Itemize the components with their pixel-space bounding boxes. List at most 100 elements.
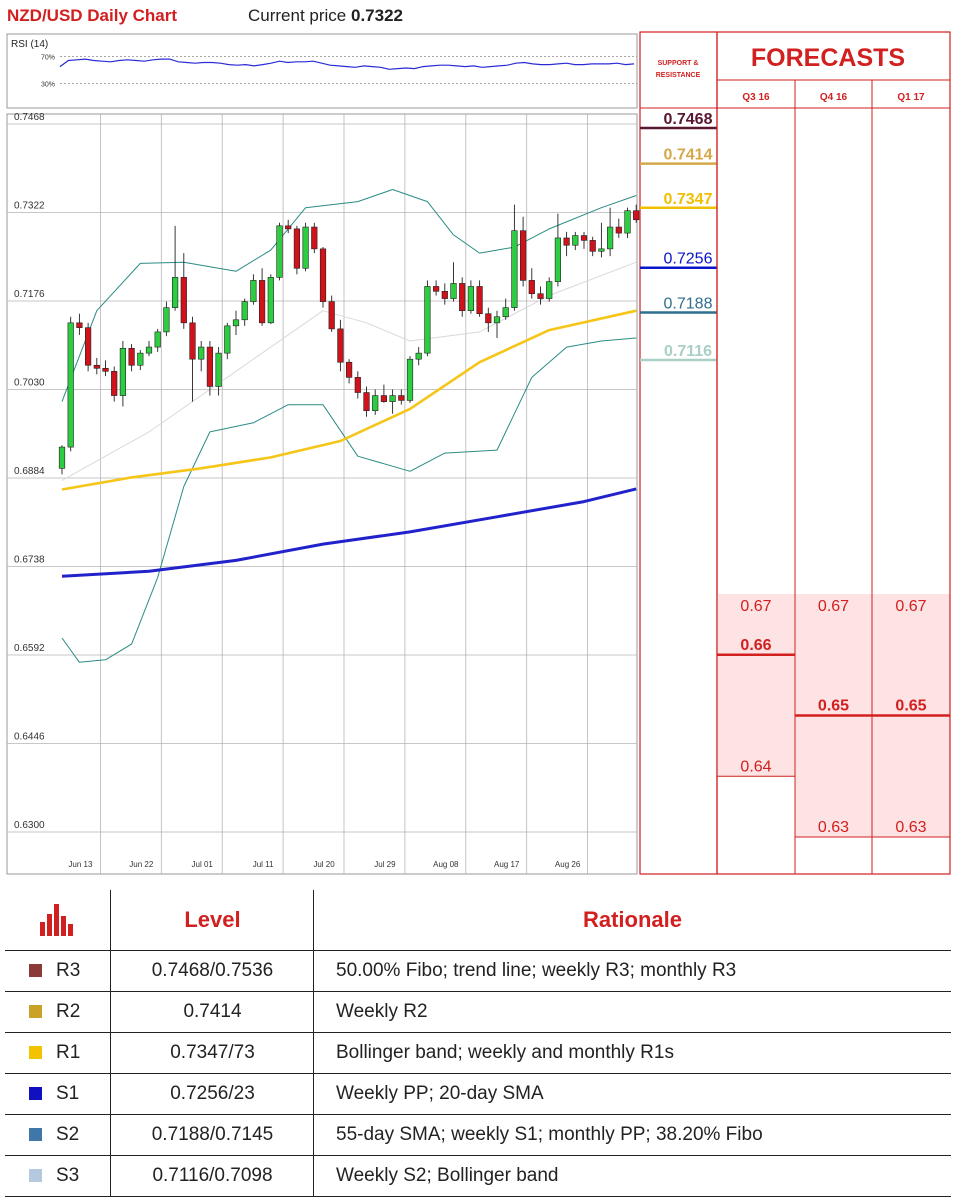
- candle: [493, 310, 501, 338]
- candle-body-bear: [528, 280, 535, 295]
- level-value: 0.7468/0.7536: [110, 950, 314, 991]
- table-row: R2 0.7414 Weekly R2: [5, 991, 951, 1033]
- candle-body-bull: [119, 347, 126, 396]
- forecast-range-band: [717, 594, 795, 777]
- level-value: 0.7414: [110, 991, 314, 1032]
- candle-body-bear: [345, 361, 353, 378]
- candle-body-bull: [67, 322, 74, 448]
- sr-level-label: 0.7116: [664, 343, 712, 360]
- row-name-cell: S1: [5, 1073, 110, 1114]
- sr-header-line2: RESISTANCE: [656, 72, 701, 79]
- forecast-mid-label: 0.66: [740, 637, 771, 654]
- candle-body-bull: [624, 210, 631, 234]
- rsi-line: [59, 58, 635, 70]
- candle-body-bear: [441, 291, 448, 299]
- candle: [128, 344, 135, 372]
- table-row: S1 0.7256/23 Weekly PP; 20-day SMA: [5, 1073, 951, 1115]
- level-rationale: Weekly S2; Bollinger band: [313, 1155, 951, 1196]
- level-color-swatch: [29, 1005, 42, 1018]
- candle-body-bear: [102, 367, 109, 372]
- forecast-frame: [716, 31, 951, 875]
- forecast-mid-label: 0.65: [895, 698, 926, 715]
- candle-body-bear: [319, 248, 327, 302]
- candle-body-bull: [198, 346, 205, 360]
- forecast-col-header: Q3 16: [742, 92, 770, 103]
- candle: [345, 359, 353, 384]
- candle: [546, 277, 553, 302]
- candle-body-bull: [572, 235, 579, 246]
- candle-body-bull: [302, 226, 309, 269]
- candle-body-bull: [554, 237, 561, 282]
- forecast-high-label: 0.67: [818, 598, 849, 615]
- candle-body-bull: [546, 281, 553, 299]
- date-tick-label: Jun 22: [129, 860, 154, 869]
- candle: [189, 316, 196, 402]
- price-tick-label: 0.6300: [14, 820, 45, 831]
- candle: [76, 313, 83, 335]
- sma20-line: [61, 261, 637, 481]
- candle-body-bull: [154, 331, 161, 348]
- candle-body-bull: [406, 358, 414, 401]
- candle: [285, 219, 292, 234]
- sma55-line: [61, 309, 637, 491]
- candle: [337, 319, 344, 372]
- candle: [137, 350, 144, 371]
- level-color-swatch: [29, 1046, 42, 1059]
- level-name: R1: [56, 1041, 81, 1063]
- candle: [580, 231, 588, 249]
- level-rationale: Weekly PP; 20-day SMA: [313, 1073, 951, 1114]
- price-tick-label: 0.6738: [14, 555, 45, 566]
- candle: [432, 280, 440, 296]
- candle-body-bear: [189, 322, 196, 360]
- candle: [467, 280, 475, 314]
- candle-body-bull: [241, 301, 248, 321]
- candle-body-bear: [258, 280, 266, 324]
- candle: [572, 231, 579, 251]
- candle-body-bull: [467, 286, 475, 311]
- candle-body-bull: [137, 352, 144, 366]
- candle: [319, 247, 327, 308]
- level-color-swatch: [29, 964, 42, 977]
- candle-body-bear: [363, 392, 370, 412]
- candle: [441, 283, 448, 305]
- candle: [519, 216, 527, 287]
- level-name: S2: [56, 1123, 80, 1145]
- sr-header-line1: SUPPORT &: [658, 60, 699, 67]
- candle-body-bear: [311, 226, 318, 250]
- candle: [198, 341, 205, 372]
- rsi-title: RSI (14): [11, 39, 48, 50]
- price-tick-label: 0.7322: [14, 201, 45, 212]
- forecast-col-header: Q4 16: [820, 92, 848, 103]
- price-tick-label: 0.7468: [14, 112, 45, 123]
- candle-body-bull: [276, 225, 283, 278]
- date-tick-label: Jul 01: [192, 860, 214, 869]
- row-name-cell: R1: [5, 1032, 110, 1073]
- candle-body-bear: [476, 286, 483, 315]
- level-color-swatch: [29, 1087, 42, 1100]
- candle: [267, 274, 274, 325]
- candle: [58, 445, 66, 475]
- forecast-col-header: Q1 17: [897, 92, 925, 103]
- candle-body-bull: [511, 230, 518, 308]
- candle-body-bear: [76, 322, 83, 328]
- level-header: Level: [110, 890, 314, 950]
- sr-level-label: 0.7414: [664, 147, 713, 164]
- candle: [328, 295, 335, 332]
- candle-body-bull: [250, 280, 257, 302]
- candle: [633, 204, 640, 223]
- table-row: S2 0.7188/0.7145 55-day SMA; weekly S1; mo…: [5, 1114, 951, 1156]
- row-name-cell: R3: [5, 950, 110, 991]
- candle: [511, 204, 518, 311]
- candle: [502, 298, 509, 320]
- candle: [380, 384, 388, 403]
- candle: [615, 218, 622, 238]
- candle: [406, 356, 414, 403]
- sr-level-label: 0.7256: [664, 251, 713, 268]
- date-tick-label: Aug 26: [555, 860, 581, 869]
- candle-body-bear: [563, 237, 570, 246]
- candle-body-bull: [598, 248, 605, 252]
- candle-body-bear: [337, 328, 344, 363]
- price-tick-label: 0.6446: [14, 732, 45, 743]
- forecast-low-label: 0.63: [818, 819, 849, 836]
- candle: [354, 371, 361, 399]
